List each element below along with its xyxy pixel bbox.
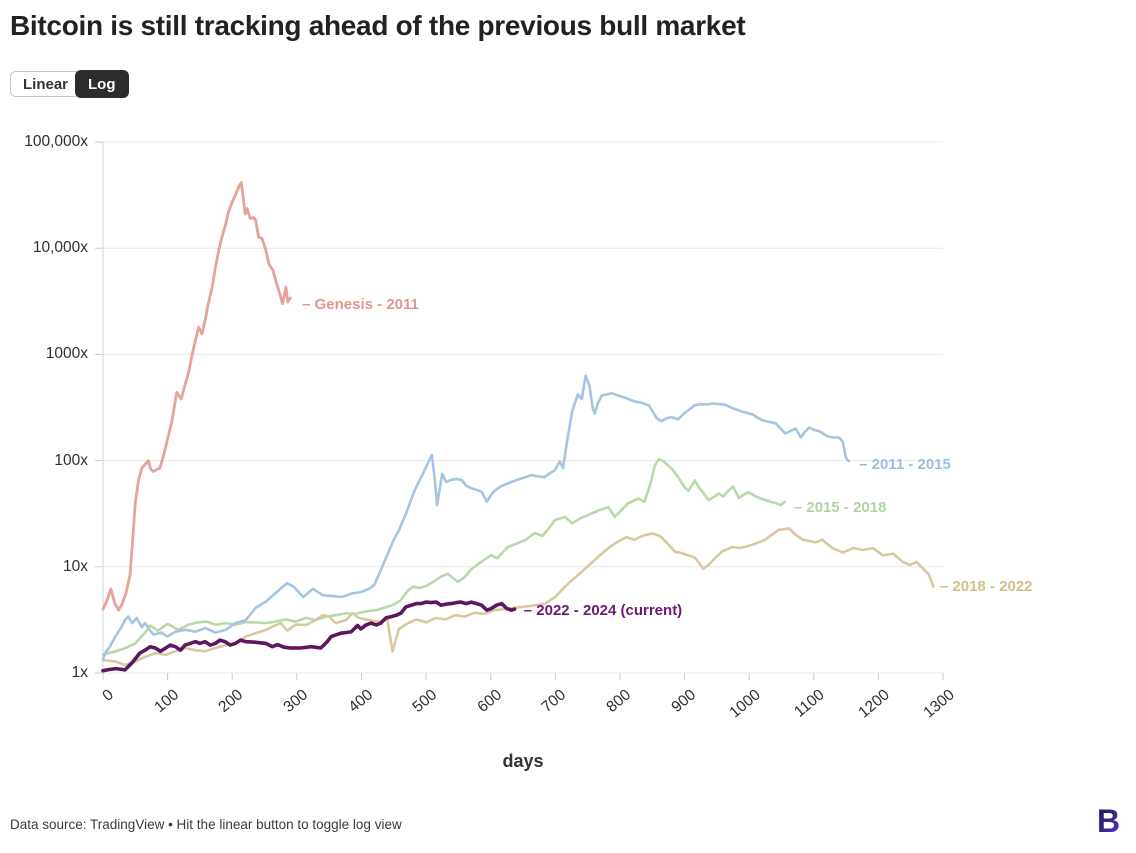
svg-text:B: B (1097, 803, 1120, 839)
y-tick-label: 100,000x (24, 133, 88, 150)
x-tick-label: 400 (345, 686, 376, 716)
y-tick-label: 100x (54, 451, 88, 469)
series-label-2011-2015: – 2011 - 2015 (859, 456, 951, 474)
brand-logo-icon: B (1097, 803, 1120, 839)
x-tick-label: 800 (603, 686, 635, 716)
page-title: Bitcoin is still tracking ahead of the p… (10, 10, 746, 41)
x-tick-label: 1000 (726, 686, 764, 722)
series-label-genesis-2011: – Genesis - 2011 (302, 295, 419, 313)
linear-toggle-button[interactable]: Linear (10, 71, 82, 97)
x-tick-label: 500 (409, 686, 441, 716)
x-tick-label: 100 (151, 686, 182, 716)
series-label-2022-2024: – 2022 - 2024 (current) (523, 602, 683, 620)
x-tick-label: 600 (474, 686, 505, 716)
x-tick-label: 300 (280, 686, 312, 716)
scale-toggle: Linear Log (10, 69, 129, 99)
y-tick-label: 1x (71, 664, 88, 681)
x-tick-label: 200 (215, 686, 247, 716)
log-toggle-button[interactable]: Log (75, 70, 129, 98)
x-axis-title: days (502, 751, 544, 771)
x-tick-label: 700 (538, 686, 570, 716)
series-line-2022-2024 (101, 600, 517, 673)
y-tick-label: 1000x (45, 345, 88, 363)
y-tick-label: 10,000x (32, 239, 88, 257)
x-tick-label: 1300 (919, 686, 958, 722)
series-line-2015-2018 (101, 457, 787, 656)
series-label-2015-2018: – 2015 - 2018 (793, 498, 887, 516)
x-tick-label: 900 (668, 686, 699, 716)
series-label-2018-2022: – 2018 - 2022 (939, 578, 1033, 596)
x-tick-label: 0 (99, 686, 118, 705)
x-tick-label: 1100 (791, 686, 829, 721)
series-line-2011-2015 (101, 374, 851, 661)
x-tick-label: 1200 (855, 686, 893, 722)
series-line-2018-2022 (101, 527, 935, 667)
y-tick-label: 10x (63, 557, 88, 575)
series-line-genesis-2011 (101, 181, 292, 612)
data-source-note: Data source: TradingView • Hit the linea… (10, 817, 402, 832)
